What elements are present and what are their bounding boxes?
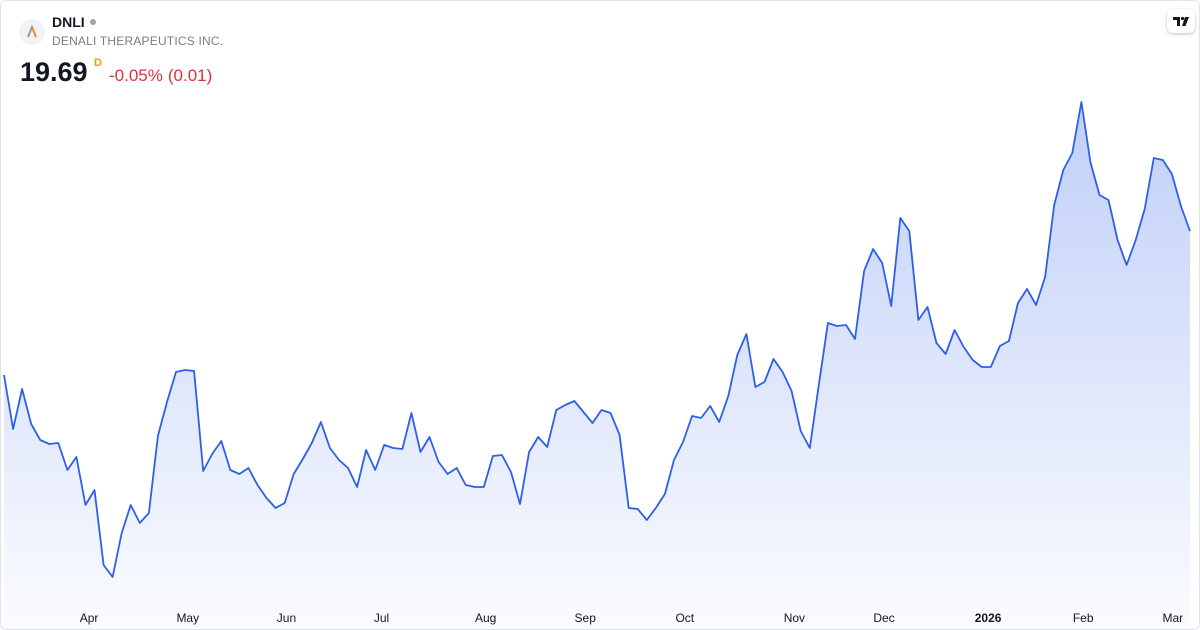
area-fill xyxy=(4,102,1190,629)
change: -0.05% (0.01) xyxy=(109,66,212,86)
x-tick-label: Oct xyxy=(675,611,694,625)
x-tick-label: Feb xyxy=(1073,611,1094,625)
symbol: DNLI xyxy=(52,14,85,30)
interval: D xyxy=(94,57,102,69)
x-tick-label: 2026 xyxy=(975,611,1002,625)
price-line xyxy=(3,101,1191,578)
x-tick-label: Dec xyxy=(873,611,894,625)
price: 19.69 xyxy=(20,57,88,87)
x-tick-label: Aug xyxy=(475,611,496,625)
symbol-row: DNLI xyxy=(52,14,96,30)
company-name: DENALI THERAPEUTICS INC. xyxy=(52,34,224,48)
x-tick-label: Sep xyxy=(575,611,597,625)
x-tick-label: Apr xyxy=(80,611,99,625)
tradingview-logo[interactable] xyxy=(1167,9,1195,33)
change-abs: (0.01) xyxy=(167,66,213,85)
x-tick-label: Mar xyxy=(1162,611,1183,625)
x-tick-label: Nov xyxy=(784,611,805,625)
change-percent: -0.05% xyxy=(109,66,163,85)
x-tick-label: May xyxy=(176,611,199,625)
x-tick-label: Jun xyxy=(277,611,296,625)
x-tick-label: Jul xyxy=(374,611,389,625)
company-logo xyxy=(19,19,45,45)
